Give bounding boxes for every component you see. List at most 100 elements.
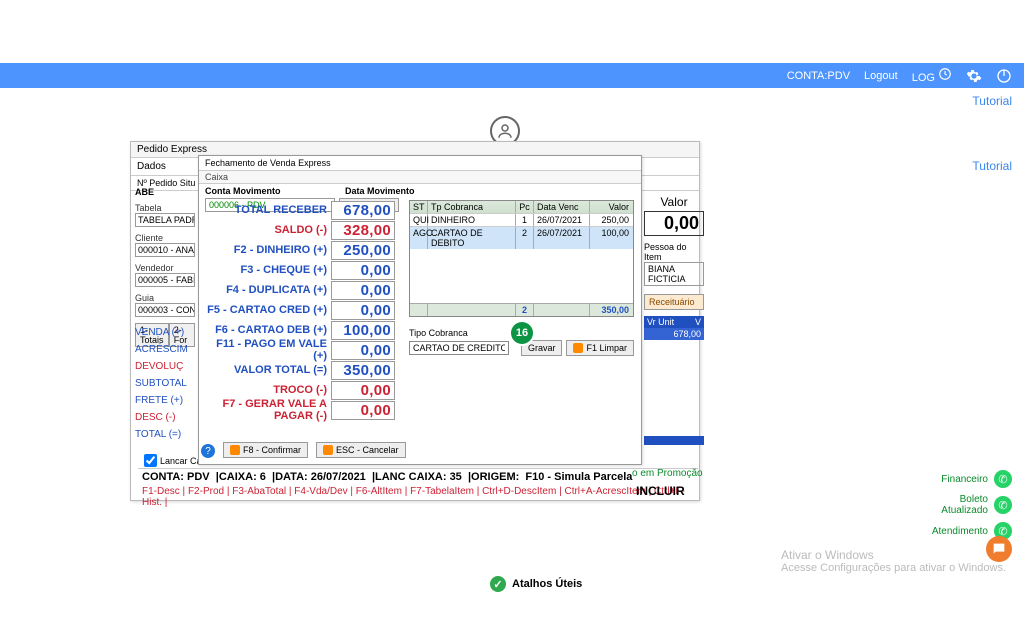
total-value[interactable]: 250,00 [331, 241, 395, 260]
cell: DINHEIRO [428, 214, 516, 226]
logout-link[interactable]: Logout [864, 70, 898, 82]
atalhos-uteis[interactable]: ✓ Atalhos Úteis [490, 576, 582, 592]
windows-activate: Ativar o Windows Acesse Configurações pa… [781, 548, 1006, 574]
cell: 1 [516, 214, 534, 226]
table-row[interactable]: QUIDINHEIRO126/07/2021250,00 [410, 213, 633, 226]
clear-icon [573, 343, 583, 353]
pessoa-label: Pessoa do Item [644, 242, 704, 262]
status-bar: CONTA: PDV |CAIXA: 6 |DATA: 26/07/2021 |… [138, 468, 698, 485]
foot-pc: 2 [516, 304, 534, 316]
col-valor: Valor [590, 201, 632, 213]
cell: 2 [516, 227, 534, 249]
cancel-icon [323, 445, 333, 455]
valor-display: 0,00 [644, 211, 704, 236]
lancar-checkbox[interactable] [144, 454, 157, 467]
summary-devol: DEVOLUÇ [135, 358, 199, 375]
financeiro-link[interactable]: Financeiro [941, 474, 988, 485]
total-value[interactable]: 328,00 [331, 221, 395, 240]
summary-total: TOTAL (=) [135, 426, 199, 443]
boleto-link[interactable]: BoletoAtualizado [941, 494, 988, 516]
payments-table: ST Tp Cobranca Pc Data Venc Valor QUIDIN… [409, 200, 634, 317]
tabela-label: Tabela [135, 203, 195, 213]
col-tp: Tp Cobranca [428, 201, 516, 213]
total-label: VALOR TOTAL (=) [201, 364, 331, 376]
cliente-field[interactable]: 000010 - ANA MAR [135, 243, 195, 257]
cell: 250,00 [590, 214, 632, 226]
summary-panel: VENDA (+) ACRÉSCIM DEVOLUÇ SUBTOTAL FRET… [135, 324, 199, 443]
total-value[interactable]: 0,00 [331, 381, 395, 400]
help-icon[interactable]: ? [201, 444, 215, 458]
summary-subtotal: SUBTOTAL [135, 375, 199, 392]
confirm-button[interactable]: F8 - Confirmar [223, 442, 308, 458]
cell: 26/07/2021 [534, 227, 590, 249]
refresh-icon [938, 67, 952, 81]
summary-venda: VENDA (+) [135, 324, 199, 341]
total-label: F2 - DINHEIRO (+) [201, 244, 331, 256]
data-mov-label: Data Movimento [345, 186, 415, 196]
caixa-label: Caixa [199, 171, 641, 184]
pessoa-field[interactable]: BIANA FICTICIA [644, 262, 704, 286]
limpar-button[interactable]: F1 Limpar [566, 340, 634, 356]
shortcuts-bar: F1-Desc | F2-Prod | F3-AbaTotal | F4-Vda… [138, 484, 698, 510]
guia-field[interactable]: 000003 - CONSUM [135, 303, 195, 317]
cell: CARTAO DE DEBITO [428, 227, 516, 249]
col-st: ST [410, 201, 428, 213]
total-value[interactable]: 0,00 [331, 281, 395, 300]
dialog-title: Fechamento de Venda Express [199, 156, 641, 171]
incluir-label: INCLUIR [636, 484, 685, 498]
totals-list: TOTAL RECEBER678,00SALDO (-)328,00F2 - D… [201, 200, 401, 420]
table-footer: 2 350,00 [410, 303, 633, 316]
abe-label: ABE [135, 187, 195, 197]
total-label: TROCO (-) [201, 384, 331, 396]
right-panel: Valor 0,00 Pessoa do Item BIANA FICTICIA… [644, 195, 704, 340]
cell: 26/07/2021 [534, 214, 590, 226]
receituario-button[interactable]: Receituário [644, 294, 704, 310]
total-value[interactable]: 0,00 [331, 341, 395, 360]
cell: QUI [410, 214, 428, 226]
promo-text: o em Promoção [632, 468, 703, 479]
total-value[interactable]: 100,00 [331, 321, 395, 340]
total-label: F3 - CHEQUE (+) [201, 264, 331, 276]
vendedor-field[interactable]: 000005 - FABIANA [135, 273, 195, 287]
total-label: SALDO (-) [201, 224, 331, 236]
whatsapp-icon[interactable]: ✆ [994, 470, 1012, 488]
summary-acresc: ACRÉSCIM [135, 341, 199, 358]
confirm-icon [230, 445, 240, 455]
total-value[interactable]: 0,00 [331, 401, 395, 420]
tutorial-link[interactable]: Tutorial [972, 94, 1012, 108]
lancar-caixa-checkbox[interactable]: Lancar Cai [144, 454, 204, 467]
fechamento-dialog: Fechamento de Venda Express Caixa Conta … [198, 155, 642, 465]
total-label: F4 - DUPLICATA (+) [201, 284, 331, 296]
col-pc: Pc [516, 201, 534, 213]
total-value[interactable]: 0,00 [331, 301, 395, 320]
whatsapp-icon[interactable]: ✆ [994, 496, 1012, 514]
atendimento-link[interactable]: Atendimento [932, 526, 988, 537]
foot-valor: 350,00 [590, 304, 632, 316]
total-label: TOTAL RECEBER [201, 204, 331, 216]
table-row[interactable]: AGCCARTAO DE DEBITO226/07/2021100,00 [410, 226, 633, 249]
tabela-field[interactable]: TABELA PADRA [135, 213, 195, 227]
cell: 100,00 [590, 227, 632, 249]
total-value[interactable]: 350,00 [331, 361, 395, 380]
support-links: Financeiro ✆ BoletoAtualizado ✆ Atendiment… [932, 470, 1012, 546]
tipo-cobranca-input[interactable] [409, 341, 509, 355]
vendedor-label: Vendedor [135, 263, 195, 273]
total-value[interactable]: 678,00 [331, 201, 395, 220]
total-label: F7 - GERAR VALE A PAGAR (-) [201, 398, 331, 422]
power-icon[interactable] [996, 68, 1012, 84]
total-label: F5 - CARTAO CRED (+) [201, 304, 331, 316]
cell: AGC [410, 227, 428, 249]
pedido-left-panel: ABE Tabela TABELA PADRA Cliente 000010 -… [135, 187, 195, 347]
blue-strip [644, 436, 704, 445]
tutorial-link-2[interactable]: Tutorial [972, 159, 1012, 173]
total-label: F6 - CARTAO DEB (+) [201, 324, 331, 336]
valor-label: Valor [644, 195, 704, 209]
topbar: CONTA:PDV Logout LOG [0, 63, 1024, 88]
total-label: F11 - PAGO EM VALE (+) [201, 338, 331, 362]
gear-icon[interactable] [966, 68, 982, 84]
cancel-button[interactable]: ESC - Cancelar [316, 442, 406, 458]
conta-pdv-link[interactable]: CONTA:PDV [787, 70, 850, 82]
vrunit-header: Vr UnitV [644, 316, 704, 328]
log-link[interactable]: LOG [912, 67, 952, 84]
total-value[interactable]: 0,00 [331, 261, 395, 280]
